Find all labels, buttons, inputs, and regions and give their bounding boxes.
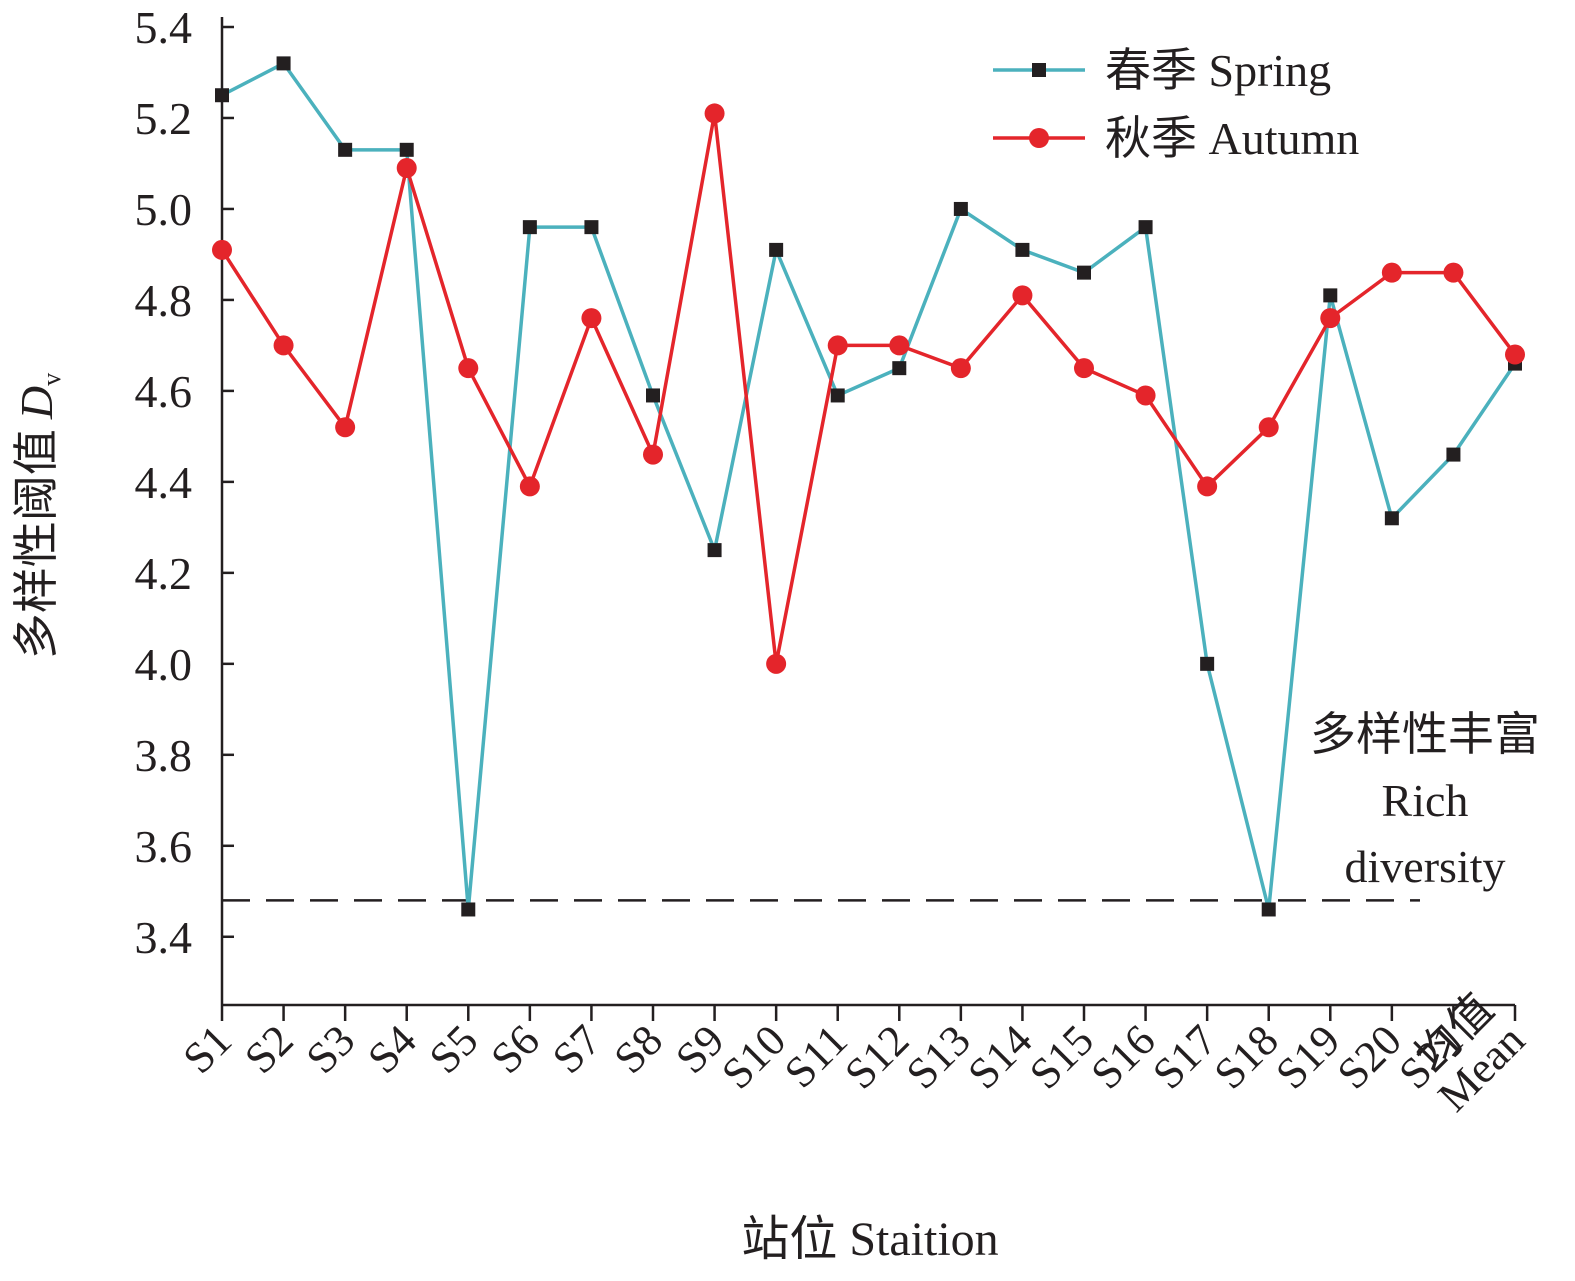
annotation: diversity: [1345, 841, 1506, 892]
point: [581, 308, 602, 329]
y-tick-label: 4.4: [135, 457, 193, 508]
point: [519, 476, 540, 497]
point: [827, 335, 848, 356]
point: [338, 142, 353, 157]
x-axis-label: 站位 Staition: [741, 1213, 998, 1266]
point: [1135, 385, 1156, 406]
point: [1138, 220, 1153, 235]
y-tick-label: 4.2: [135, 548, 193, 599]
point: [522, 220, 537, 235]
y-tick-label: 4.8: [135, 275, 193, 326]
y-tick-label: 3.4: [135, 912, 193, 963]
point: [1012, 285, 1033, 306]
y-axis-label-subscript: v: [37, 373, 66, 386]
point: [335, 417, 356, 438]
y-tick-label: 5.0: [135, 184, 193, 235]
point: [707, 543, 722, 558]
point: [458, 358, 479, 379]
point: [769, 242, 784, 257]
point: [461, 902, 476, 917]
y-axis-label: 多样性阈值 Dv: [11, 373, 66, 659]
point: [889, 335, 910, 356]
x-tick-label: S6: [481, 1015, 549, 1083]
point: [643, 444, 663, 465]
y-tick-label: 5.4: [135, 2, 193, 53]
y-axis-label-symbol: D: [11, 386, 62, 420]
legend-marker: [1029, 128, 1049, 148]
x-tick-label: S8: [605, 1015, 673, 1083]
point: [830, 388, 845, 403]
point: [953, 201, 968, 216]
point: [276, 56, 291, 71]
annotation: 多样性丰富: [1310, 709, 1540, 760]
legend-label: 春季 Spring: [1105, 45, 1331, 96]
y-tick-label: 3.6: [135, 821, 193, 872]
point: [1381, 262, 1402, 283]
legend-marker: [1032, 63, 1046, 77]
x-tick-label: S1: [174, 1015, 242, 1083]
point: [646, 388, 660, 403]
point: [1077, 265, 1091, 280]
point: [1197, 476, 1218, 497]
point: [1505, 344, 1525, 365]
point: [704, 103, 725, 124]
y-tick-label: 4.0: [135, 639, 193, 690]
point: [399, 142, 414, 157]
point: [1015, 242, 1030, 257]
point: [396, 158, 417, 179]
point: [766, 653, 787, 674]
point: [584, 220, 599, 235]
y-axis-label-text: 多样性阈值: [11, 429, 62, 659]
point: [212, 239, 232, 260]
point: [950, 358, 971, 379]
x-tick-label: S7: [543, 1015, 611, 1083]
point: [1320, 308, 1341, 329]
y-tick-label: 5.2: [135, 93, 193, 144]
point: [1446, 447, 1461, 462]
point: [1323, 288, 1338, 303]
series-line: [221, 61, 1517, 910]
legend-label: 秋季 Autumn: [1105, 113, 1359, 164]
y-tick-label: 4.6: [135, 366, 193, 417]
point: [1443, 262, 1464, 283]
point: [215, 88, 229, 103]
series-line: [220, 113, 1517, 665]
point: [1384, 511, 1399, 526]
x-tick-label: S5: [420, 1015, 488, 1083]
point: [892, 361, 907, 376]
x-tick-label: S4: [358, 1015, 426, 1083]
point: [273, 335, 294, 356]
point: [1261, 902, 1276, 917]
x-tick-label: S2: [235, 1015, 303, 1083]
point: [1200, 656, 1215, 671]
point: [1258, 417, 1279, 438]
point: [1074, 358, 1094, 379]
x-tick-label: S3: [297, 1015, 365, 1083]
annotation: Rich: [1382, 775, 1469, 826]
y-tick-label: 3.8: [135, 730, 193, 781]
